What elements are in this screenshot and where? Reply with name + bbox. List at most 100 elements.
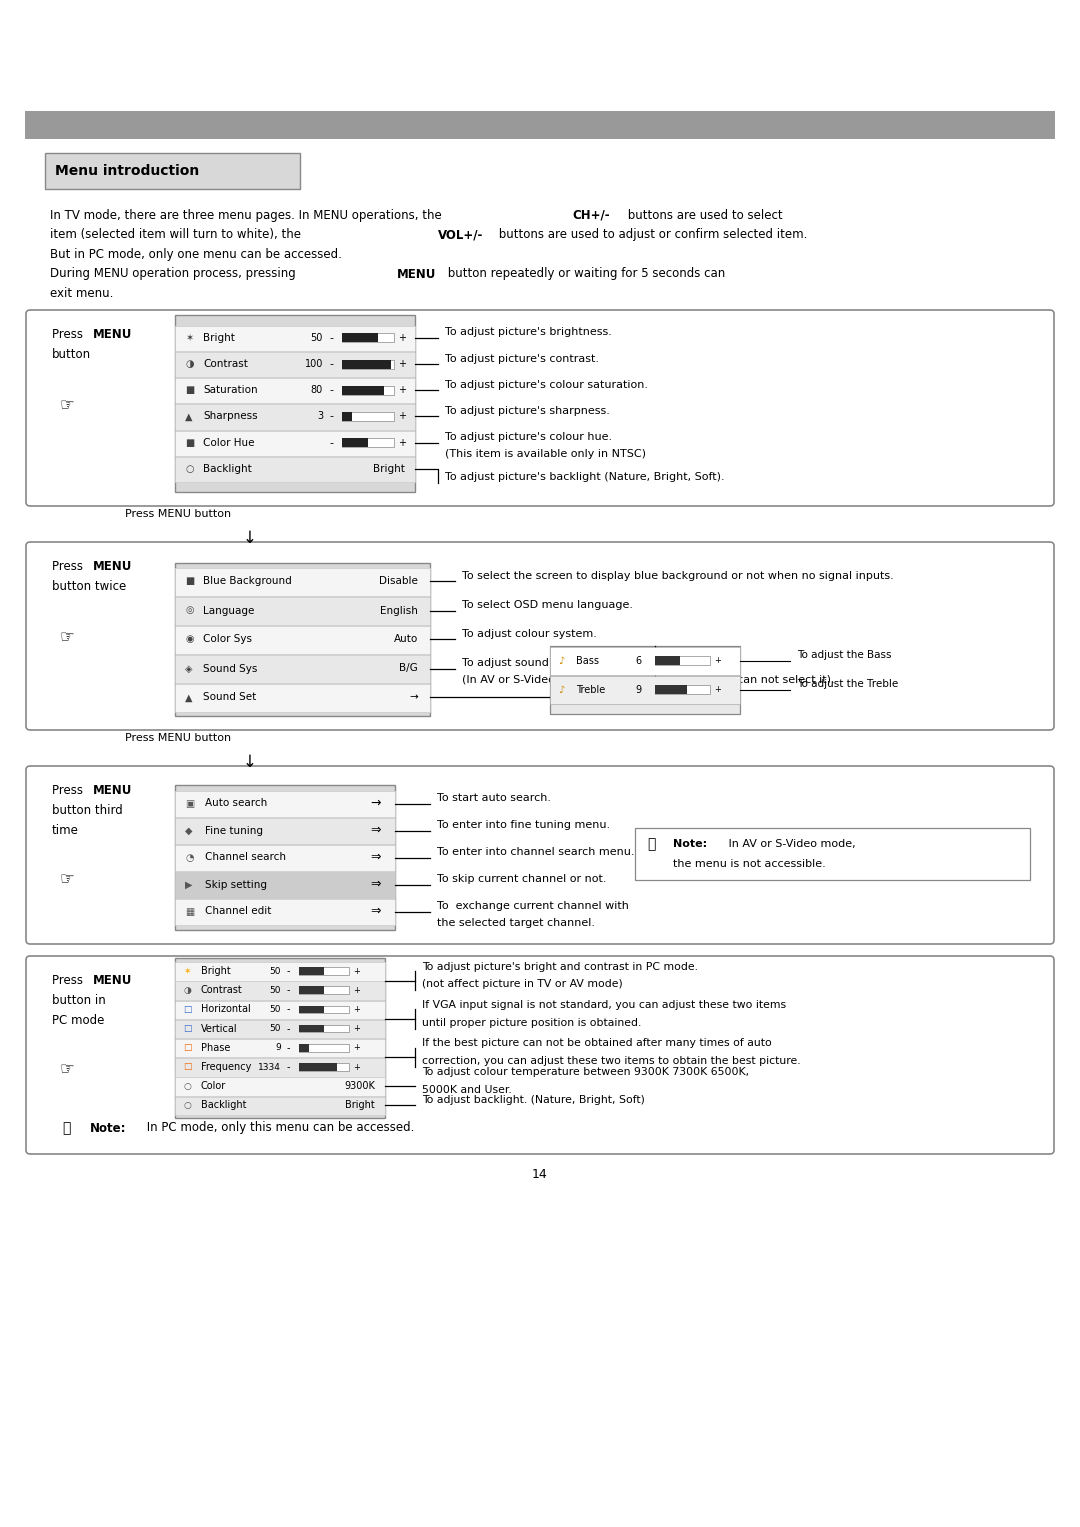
Bar xyxy=(342,438,394,447)
Text: Sound Set: Sound Set xyxy=(203,693,256,702)
Text: Skip setting: Skip setting xyxy=(205,880,267,890)
Text: To adjust the Treble: To adjust the Treble xyxy=(797,680,899,689)
Text: If VGA input signal is not standard, you can adjust these two items: If VGA input signal is not standard, you… xyxy=(422,1000,786,1009)
Text: In AV or S-Video mode,: In AV or S-Video mode, xyxy=(725,838,855,849)
Text: Press MENU button: Press MENU button xyxy=(125,508,231,519)
Text: Disable: Disable xyxy=(379,577,418,586)
Text: Channel search: Channel search xyxy=(205,852,286,863)
Text: Backlight: Backlight xyxy=(203,464,252,473)
Text: To adjust picture's colour hue.: To adjust picture's colour hue. xyxy=(445,432,612,443)
Text: +: + xyxy=(353,1025,360,1034)
FancyBboxPatch shape xyxy=(26,542,1054,730)
Bar xyxy=(175,655,430,683)
Text: ☞: ☞ xyxy=(60,1060,75,1078)
Text: 5000K and User.: 5000K and User. xyxy=(422,1084,512,1095)
Bar xyxy=(175,962,384,980)
Bar xyxy=(175,353,415,377)
Text: Bass: Bass xyxy=(576,655,599,666)
Bar xyxy=(299,1025,324,1032)
Bar xyxy=(342,359,394,368)
Bar xyxy=(175,1058,384,1077)
Bar xyxy=(342,386,394,395)
Bar xyxy=(175,684,430,712)
Text: MENU: MENU xyxy=(93,783,133,797)
Text: -: - xyxy=(287,1023,291,1034)
Text: ♪: ♪ xyxy=(558,655,564,666)
Text: In PC mode, only this menu can be accessed.: In PC mode, only this menu can be access… xyxy=(143,1121,415,1135)
Text: □: □ xyxy=(183,1005,191,1014)
Text: ◑: ◑ xyxy=(183,986,191,994)
Text: 3: 3 xyxy=(316,411,323,421)
Text: ▲: ▲ xyxy=(185,693,192,702)
Text: English: English xyxy=(380,606,418,615)
Text: time: time xyxy=(52,825,79,837)
Text: To adjust colour system.: To adjust colour system. xyxy=(462,629,597,638)
Text: To  exchange current channel with: To exchange current channel with xyxy=(437,901,629,912)
Text: If the best picture can not be obtained after many times of auto: If the best picture can not be obtained … xyxy=(422,1038,772,1049)
Text: item (selected item will turn to white), the: item (selected item will turn to white),… xyxy=(50,229,305,241)
Text: ◑: ◑ xyxy=(185,359,193,370)
Text: To adjust backlight. (Nature, Bright, Soft): To adjust backlight. (Nature, Bright, So… xyxy=(422,1095,645,1106)
Text: +: + xyxy=(353,1063,360,1072)
Text: button third: button third xyxy=(52,805,123,817)
Text: Note:: Note: xyxy=(673,838,707,849)
Bar xyxy=(342,333,378,342)
Text: ■: ■ xyxy=(185,385,194,395)
Text: ■: ■ xyxy=(185,577,194,586)
Bar xyxy=(45,153,300,189)
Bar xyxy=(299,1044,349,1052)
Bar xyxy=(342,412,394,421)
Text: -: - xyxy=(287,967,291,976)
Text: ◉: ◉ xyxy=(185,635,193,644)
Text: To adjust sound system.: To adjust sound system. xyxy=(462,658,596,667)
Bar xyxy=(175,791,395,817)
Text: 9300K: 9300K xyxy=(345,1081,375,1092)
Text: Sound Sys: Sound Sys xyxy=(203,664,257,673)
Text: Color Sys: Color Sys xyxy=(203,635,252,644)
Text: 14: 14 xyxy=(532,1168,548,1180)
Bar xyxy=(175,818,395,844)
Text: CH+/-: CH+/- xyxy=(572,209,610,221)
Bar xyxy=(299,1063,337,1070)
Bar xyxy=(175,959,384,1118)
Bar xyxy=(175,1038,384,1057)
Text: To start auto search.: To start auto search. xyxy=(437,793,551,803)
Text: (not affect picture in TV or AV mode): (not affect picture in TV or AV mode) xyxy=(422,979,623,989)
Text: buttons are used to adjust or confirm selected item.: buttons are used to adjust or confirm se… xyxy=(495,229,808,241)
Text: Language: Language xyxy=(203,606,255,615)
Text: To skip current channel or not.: To skip current channel or not. xyxy=(437,873,607,884)
Text: until proper picture position is obtained.: until proper picture position is obtaine… xyxy=(422,1017,642,1028)
Text: Treble: Treble xyxy=(576,684,605,695)
Text: 9: 9 xyxy=(635,684,642,695)
Text: button twice: button twice xyxy=(52,580,126,592)
Text: Contrast: Contrast xyxy=(201,985,243,996)
Text: To adjust picture's bright and contrast in PC mode.: To adjust picture's bright and contrast … xyxy=(422,962,698,971)
Text: MENU: MENU xyxy=(93,974,133,986)
Bar xyxy=(175,597,430,625)
Text: Press MENU button: Press MENU button xyxy=(125,733,231,744)
Text: 50: 50 xyxy=(311,333,323,344)
Bar xyxy=(175,568,430,596)
Bar xyxy=(654,657,710,664)
Text: ⓘ: ⓘ xyxy=(647,837,656,851)
Text: 50: 50 xyxy=(270,1025,281,1034)
Text: (This item is available only in NTSC): (This item is available only in NTSC) xyxy=(445,449,646,458)
Bar xyxy=(175,315,415,492)
Bar xyxy=(550,646,740,715)
Text: But in PC mode, only one menu can be accessed.: But in PC mode, only one menu can be acc… xyxy=(50,247,342,261)
Text: □: □ xyxy=(183,1025,191,1034)
Text: ✶: ✶ xyxy=(185,333,193,344)
Bar xyxy=(299,1025,349,1032)
Bar xyxy=(635,828,1030,880)
Text: ○: ○ xyxy=(183,1081,191,1090)
Bar xyxy=(175,1000,384,1019)
FancyBboxPatch shape xyxy=(26,310,1054,505)
Bar xyxy=(175,982,384,1000)
Text: ⇒: ⇒ xyxy=(370,851,381,864)
Text: button: button xyxy=(52,348,91,360)
Text: the selected target channel.: the selected target channel. xyxy=(437,918,595,928)
Bar xyxy=(299,986,349,994)
Text: exit menu.: exit menu. xyxy=(50,287,113,299)
Text: +: + xyxy=(714,686,720,693)
Text: To enter into channel search menu.: To enter into channel search menu. xyxy=(437,847,635,857)
